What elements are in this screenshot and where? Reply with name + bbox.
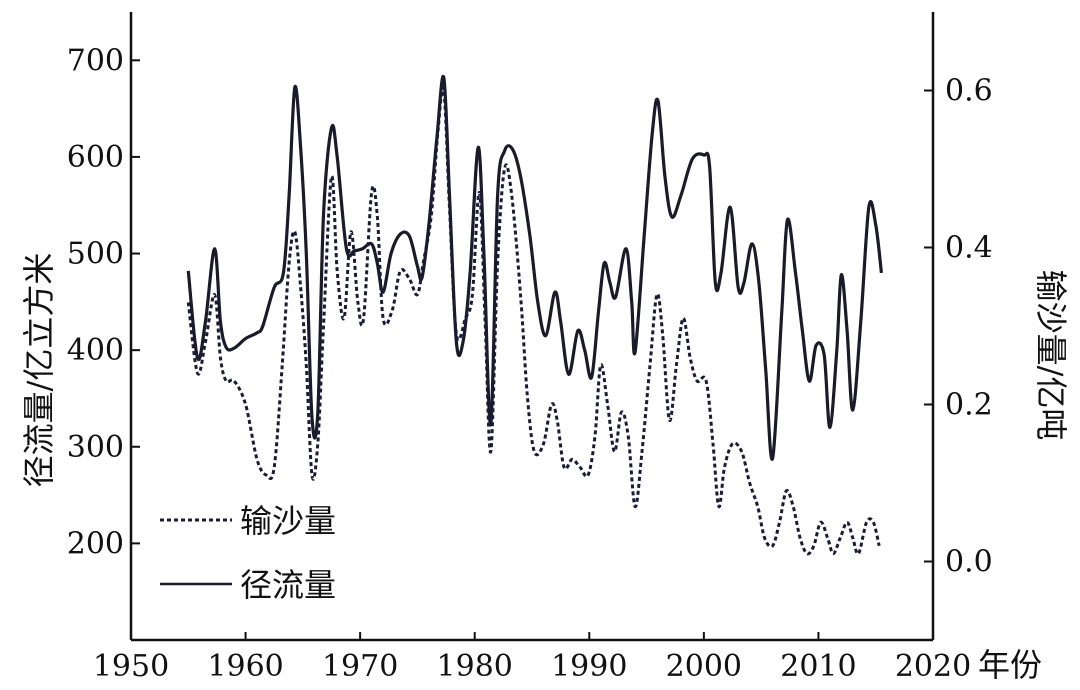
right-y-axis-title: 输沙量/亿吨 xyxy=(1032,270,1070,441)
legend: 输沙量 径流量 xyxy=(160,502,336,604)
plot-frame xyxy=(129,12,935,642)
legend-label-sediment: 输沙量 xyxy=(240,502,336,540)
left-y-tick-label: 200 xyxy=(67,526,124,561)
series-layer xyxy=(186,74,883,556)
left-y-axis-title: 径流量/亿立方米 xyxy=(20,253,58,488)
x-axis-title: 年份 xyxy=(978,646,1042,684)
left-y-tick-label: 300 xyxy=(67,430,124,465)
x-tick-label: 2000 xyxy=(666,649,742,684)
left-y-tick-label: 400 xyxy=(67,333,124,368)
right-y-axis-ticks: 0.0 0.2 0.4 0.6 xyxy=(924,74,993,580)
left-y-axis-ticks: 200 300 400 500 600 700 xyxy=(67,43,140,561)
right-y-tick-label: 0.0 xyxy=(945,545,993,580)
left-y-tick-label: 500 xyxy=(67,237,124,272)
runoff-series-line xyxy=(186,74,883,461)
left-y-tick-label: 700 xyxy=(67,43,124,78)
x-tick-label: 1950 xyxy=(93,649,169,684)
x-tick-label: 1980 xyxy=(437,649,513,684)
right-y-tick-label: 0.2 xyxy=(945,388,993,423)
x-tick-label: 1960 xyxy=(207,649,283,684)
sediment-series-line xyxy=(186,86,881,556)
x-axis-ticks: 1950 1960 1970 1980 1990 2000 2010 2020 xyxy=(93,632,971,684)
x-tick-label: 2010 xyxy=(780,649,856,684)
x-tick-label: 1970 xyxy=(322,649,398,684)
left-y-tick-label: 600 xyxy=(67,140,124,175)
x-tick-label: 2020 xyxy=(895,649,971,684)
right-y-tick-label: 0.4 xyxy=(945,231,993,266)
x-tick-label: 1990 xyxy=(551,649,627,684)
legend-label-runoff: 径流量 xyxy=(240,566,336,604)
right-y-tick-label: 0.6 xyxy=(945,74,993,109)
